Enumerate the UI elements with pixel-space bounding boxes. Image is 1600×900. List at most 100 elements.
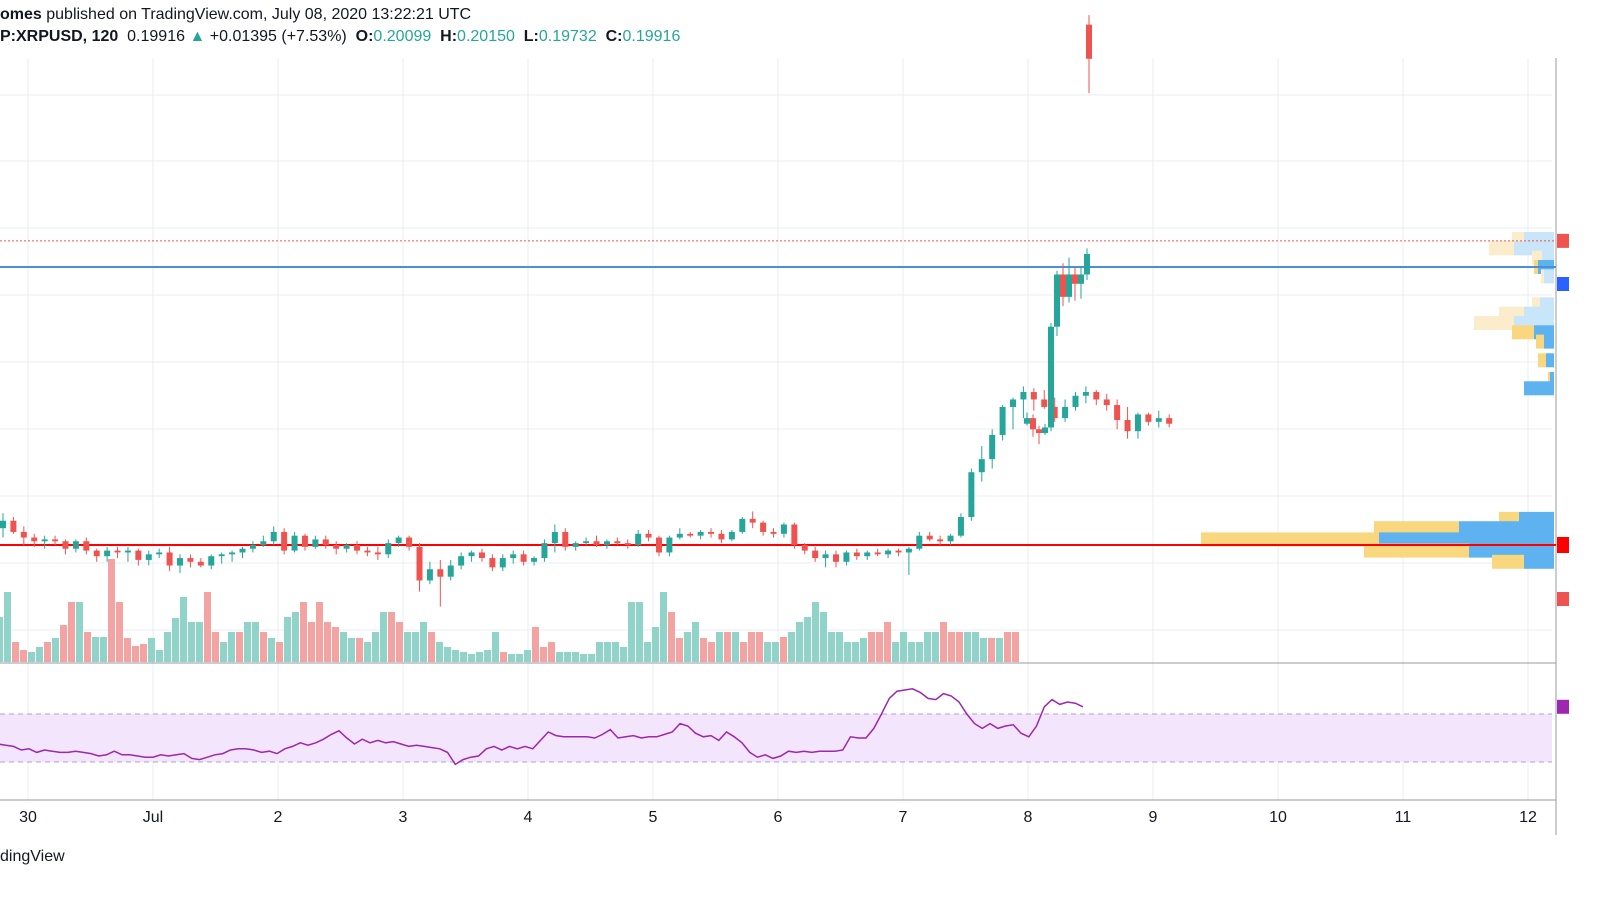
volume-bar	[580, 654, 587, 662]
candle-body	[1086, 24, 1092, 59]
volume-bar	[60, 625, 67, 662]
volume-bar	[260, 632, 267, 662]
candle-body	[531, 558, 538, 562]
candle-body	[270, 531, 277, 542]
symbol-label[interactable]: P:XRPUSD, 120	[0, 28, 119, 45]
volume-bar	[660, 592, 667, 662]
volume-bar	[620, 647, 627, 662]
profile-bar-sell	[1536, 334, 1544, 349]
candle-body	[166, 552, 173, 566]
volume-bar	[516, 654, 523, 662]
candle-body	[1103, 399, 1110, 406]
candle-body	[635, 533, 642, 545]
candle-body	[770, 531, 777, 534]
volume-bar	[356, 638, 363, 662]
candle-body	[354, 545, 361, 551]
volume-bar	[108, 559, 115, 662]
volume-bar	[876, 632, 883, 662]
candle-body	[291, 535, 298, 551]
volume-bar	[404, 632, 411, 662]
volume-bar	[844, 642, 851, 662]
rsi-line	[0, 688, 1084, 766]
candle-body	[374, 552, 381, 555]
volume-bar	[444, 647, 451, 662]
candle-body	[281, 531, 288, 551]
volume-bar	[532, 627, 539, 662]
volume-bar	[996, 638, 1003, 662]
volume-bar	[92, 637, 99, 662]
volume-bar	[244, 622, 251, 662]
volume-bar	[820, 612, 827, 662]
candle-body	[301, 535, 308, 547]
profile-bar-sell	[1538, 353, 1546, 368]
chart-grid	[0, 58, 1557, 835]
axes: 30 Jul 2 3 4 5 6 7 8 9 10 11 12	[19, 809, 1537, 826]
candle-body	[385, 543, 392, 555]
candle-body	[562, 531, 569, 547]
volume-bar	[452, 650, 459, 662]
volume-bar	[948, 632, 955, 662]
volume-bar	[220, 642, 227, 662]
candle-body	[687, 533, 694, 536]
volume-bar	[156, 650, 163, 662]
profile-bar-buy	[1379, 532, 1554, 547]
volume-bar	[700, 638, 707, 662]
profile-bar-sell	[1201, 532, 1379, 547]
candle-body	[739, 518, 746, 532]
volume-bar	[916, 642, 923, 662]
volume-bar	[628, 602, 635, 662]
volume-bar	[564, 652, 571, 662]
volume-bar	[324, 622, 331, 662]
volume-bar	[348, 638, 355, 662]
volume-bar	[140, 644, 147, 662]
author-name[interactable]: omes	[0, 6, 42, 23]
volume-bar	[276, 642, 283, 662]
volume-bar	[1004, 632, 1011, 662]
volume-bar	[772, 642, 779, 662]
candle-body	[187, 558, 194, 562]
volume-bar	[36, 647, 43, 662]
candle-body	[1030, 392, 1037, 400]
candle-body	[1072, 395, 1079, 407]
volume-bar	[4, 592, 11, 662]
candle-body	[312, 539, 319, 547]
volume-bar	[780, 637, 787, 662]
volume-bar	[492, 632, 499, 662]
profile-bar-sell	[1364, 543, 1469, 558]
candle-body	[541, 543, 548, 559]
level-lines	[0, 233, 1569, 606]
candle-body	[468, 552, 475, 557]
volume-bar	[972, 632, 979, 662]
volume-bar	[116, 602, 123, 662]
volume-bar	[468, 654, 475, 662]
candle-body	[978, 459, 985, 473]
volume-bar	[596, 642, 603, 662]
volume-bar	[68, 602, 75, 662]
candle-body	[926, 535, 933, 540]
candle-body	[833, 554, 839, 562]
volume-bar	[84, 632, 91, 662]
candle-body	[72, 541, 79, 549]
volume-bar	[204, 592, 211, 662]
volume-bar	[380, 612, 387, 662]
support-marker	[1557, 537, 1569, 553]
volume-bar	[644, 642, 651, 662]
candle-body	[41, 539, 48, 542]
published-text: published on TradingView.com, July 08, 2…	[46, 6, 472, 23]
volume-bar	[540, 647, 547, 662]
candle-body	[1024, 418, 1030, 424]
volume-bar	[604, 642, 611, 662]
candle-body	[551, 531, 558, 544]
x-tick-label: 8	[1024, 809, 1033, 826]
candle-body	[343, 545, 350, 549]
x-tick-label: 12	[1519, 809, 1537, 826]
volume-bar	[796, 622, 803, 662]
volume-bar	[428, 632, 435, 662]
volume-bar	[668, 612, 675, 662]
x-tick-label: 6	[774, 809, 783, 826]
candle-body	[780, 524, 787, 534]
candle-body	[1078, 274, 1084, 284]
candle-body	[957, 517, 964, 536]
candle-body	[416, 546, 423, 581]
